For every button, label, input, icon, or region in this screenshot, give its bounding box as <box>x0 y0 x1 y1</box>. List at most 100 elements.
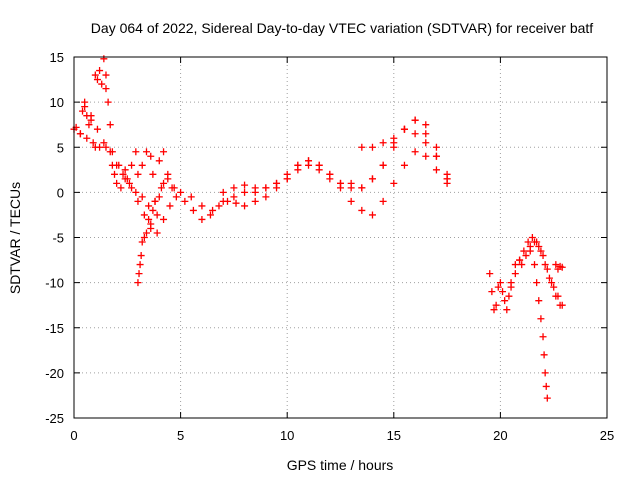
data-point <box>91 143 99 151</box>
data-point <box>102 85 110 93</box>
data-point <box>117 184 125 192</box>
data-point <box>556 301 564 309</box>
data-point <box>379 161 387 169</box>
data-point <box>511 270 519 278</box>
data-point <box>100 55 108 63</box>
data-point <box>241 181 249 189</box>
data-point <box>230 193 238 201</box>
data-point <box>166 202 174 210</box>
data-point <box>157 184 165 192</box>
data-point <box>511 261 519 269</box>
series-track-d <box>358 125 451 183</box>
data-point <box>518 261 526 269</box>
data-point <box>411 148 419 156</box>
x-tick-label: 15 <box>387 428 401 443</box>
data-point <box>128 184 136 192</box>
plot-frame <box>73 56 608 419</box>
data-point <box>550 283 558 291</box>
data-point <box>507 283 515 291</box>
data-point <box>262 184 270 192</box>
data-point <box>516 256 524 264</box>
data-point <box>155 193 163 201</box>
data-point <box>142 229 150 237</box>
data-point <box>528 234 536 241</box>
data-point <box>548 279 556 287</box>
series-late-drop <box>526 247 551 402</box>
data-point <box>145 202 153 210</box>
grid-lines <box>74 57 607 418</box>
data-point <box>537 315 545 323</box>
x-axis-ticks: 0 5 10 15 20 25 <box>70 57 614 443</box>
data-point <box>198 215 206 223</box>
data-point <box>379 139 387 147</box>
data-point <box>168 184 176 192</box>
data-point <box>111 170 119 178</box>
data-point <box>390 179 398 187</box>
data-point <box>142 148 150 156</box>
data-point <box>501 297 509 305</box>
data-point <box>443 175 451 183</box>
data-point <box>189 206 197 214</box>
data-point <box>215 202 223 210</box>
data-point <box>542 382 550 390</box>
y-tick-label: 15 <box>50 50 64 65</box>
series-track-c <box>219 116 451 196</box>
x-tick-label: 10 <box>280 428 294 443</box>
data-point <box>358 184 366 192</box>
data-point <box>85 121 93 129</box>
data-point <box>496 279 504 287</box>
data-point <box>543 265 551 273</box>
data-point <box>153 229 161 237</box>
y-tick-label: 5 <box>57 140 64 155</box>
data-point <box>241 188 249 196</box>
data-point <box>533 279 541 287</box>
data-point <box>104 98 112 106</box>
data-point <box>134 197 142 205</box>
data-point <box>505 292 513 300</box>
data-point <box>83 134 91 142</box>
data-point <box>251 197 259 205</box>
y-tick-label: -25 <box>45 411 64 426</box>
x-tick-label: 20 <box>493 428 507 443</box>
data-point <box>106 148 114 156</box>
data-point <box>96 67 104 75</box>
data-point <box>273 179 281 187</box>
data-point <box>488 288 496 296</box>
data-point <box>230 184 238 192</box>
data-point <box>358 143 366 151</box>
data-point <box>432 166 440 174</box>
data-point <box>138 238 146 246</box>
data-point <box>545 274 553 282</box>
data-point <box>432 152 440 160</box>
data-point <box>241 202 249 210</box>
data-point <box>251 184 259 192</box>
data-point <box>160 179 168 187</box>
data-point <box>102 143 110 151</box>
data-point <box>539 333 547 341</box>
data-point <box>368 175 376 183</box>
chart-title: Day 064 of 2022, Sidereal Day-to-day VTE… <box>91 20 594 36</box>
data-point <box>149 170 157 178</box>
data-point <box>368 143 376 151</box>
data-point <box>499 288 507 296</box>
data-point <box>137 252 145 260</box>
data-point <box>520 247 528 255</box>
data-point <box>347 184 355 192</box>
data-point <box>347 197 355 205</box>
data-point <box>134 170 142 178</box>
data-point <box>206 211 214 219</box>
data-point <box>541 261 549 269</box>
data-point <box>128 161 136 169</box>
data-point <box>149 206 157 214</box>
data-point <box>172 193 180 201</box>
data-points <box>70 55 566 402</box>
data-point <box>181 197 189 205</box>
data-point <box>138 161 146 169</box>
y-tick-label: -5 <box>52 231 64 246</box>
data-point <box>164 170 172 178</box>
x-tick-label: 0 <box>70 428 77 443</box>
x-tick-label: 5 <box>177 428 184 443</box>
y-axis-ticks: 15 10 5 0 -5 -10 -15 -20 -25 <box>45 50 607 426</box>
data-point <box>537 247 545 255</box>
